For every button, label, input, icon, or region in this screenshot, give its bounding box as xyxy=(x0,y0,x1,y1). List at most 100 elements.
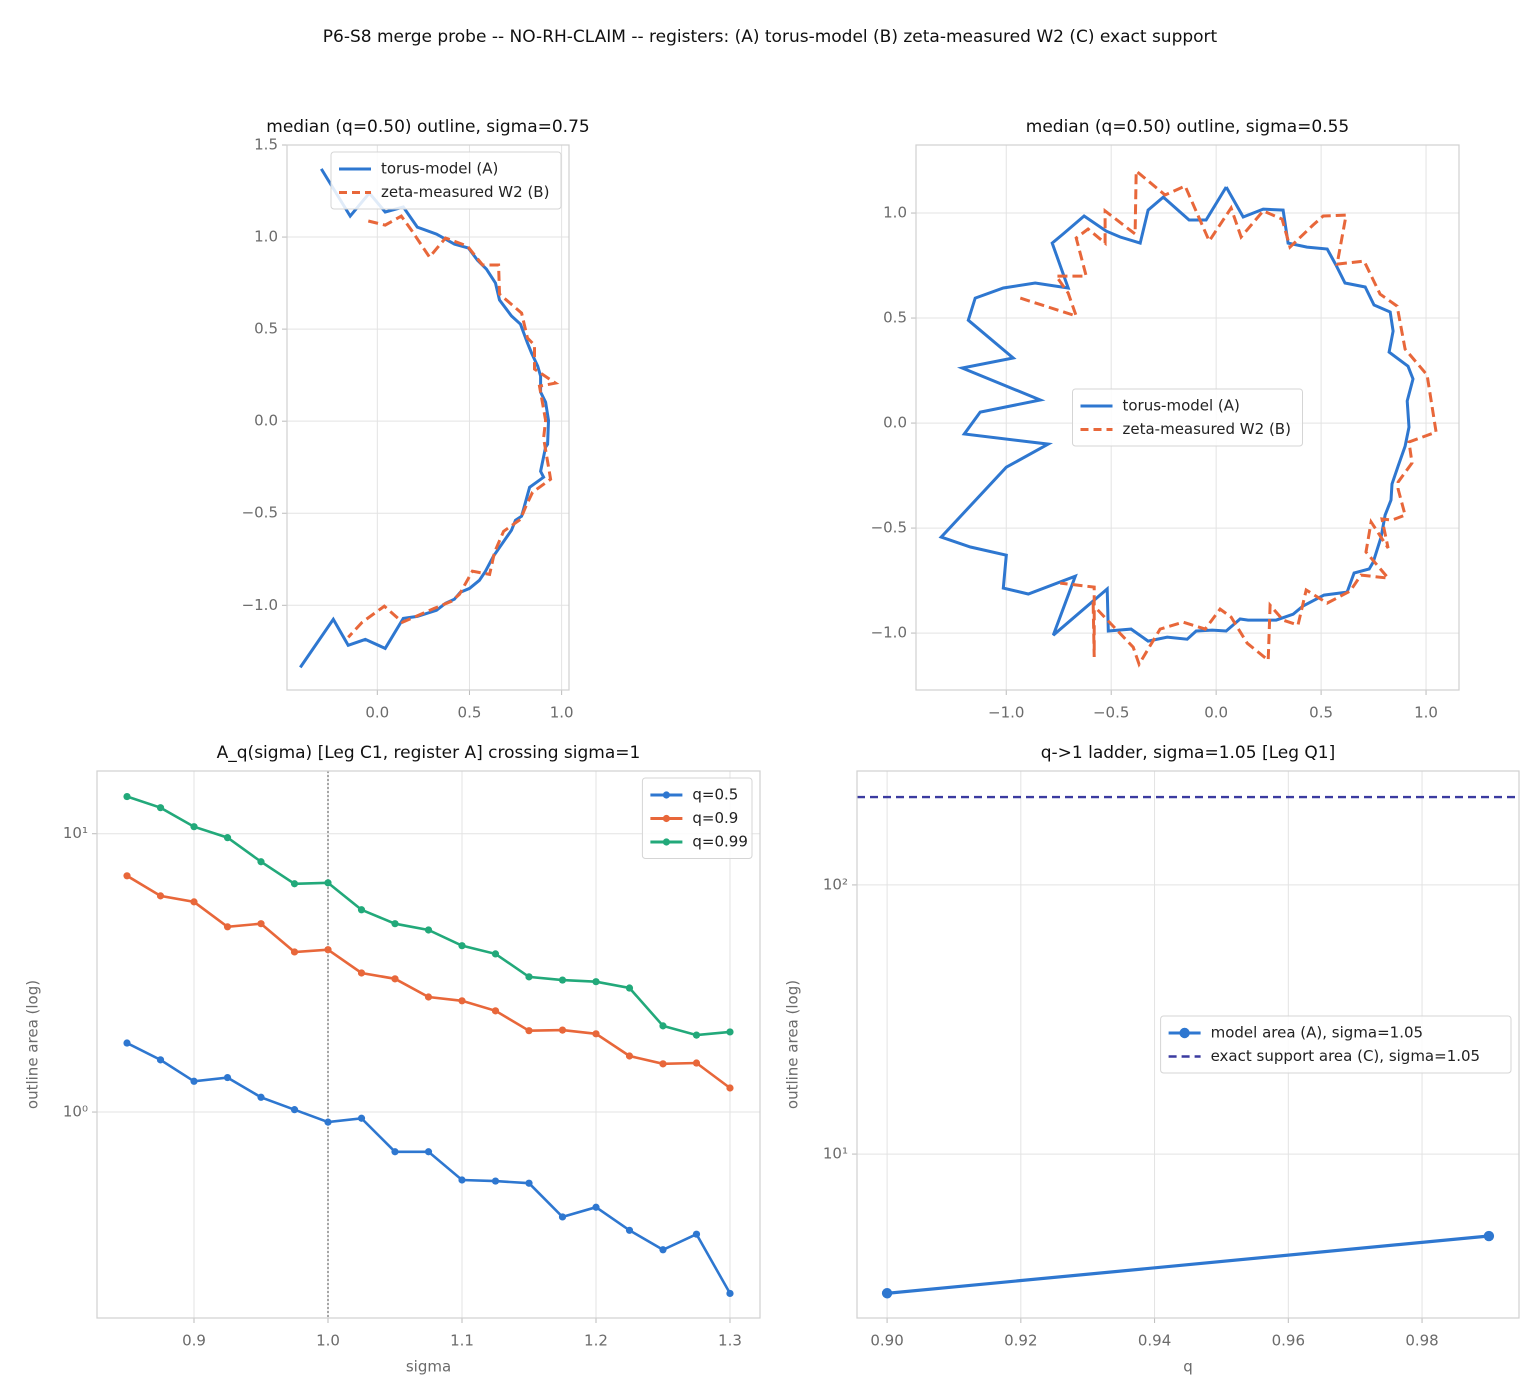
series-marker xyxy=(391,1148,399,1156)
y-tick-label: 10⁰ xyxy=(63,1103,88,1121)
series-marker xyxy=(156,892,165,900)
series-marker xyxy=(458,942,466,950)
series-marker xyxy=(223,923,232,931)
legend-marker xyxy=(662,838,671,846)
series-marker xyxy=(156,1056,165,1064)
series-marker xyxy=(458,997,466,1005)
series-marker xyxy=(491,1007,500,1015)
x-tick-label: 0.98 xyxy=(1405,1332,1438,1350)
series-marker xyxy=(257,858,265,866)
y-tick-label: 0.5 xyxy=(883,309,907,327)
legend-box xyxy=(641,777,753,859)
series-marker xyxy=(625,1226,634,1234)
series-marker xyxy=(357,906,366,914)
plot-area xyxy=(287,145,569,690)
x-tick-label: 1.0 xyxy=(316,1332,340,1350)
x-tick-label: 0.5 xyxy=(458,704,482,722)
y-tick-label: 1.0 xyxy=(883,204,907,222)
series-marker xyxy=(190,823,198,831)
axes-frame xyxy=(286,144,570,691)
figure-title: P6-S8 merge probe -- NO-RH-CLAIM -- regi… xyxy=(323,27,1218,47)
legend-marker xyxy=(662,791,671,799)
subplot: −1.0 −0.5 0.0 0.5 1.0 −1.0 −0.5 0.0 0.5 1.0 median… xyxy=(871,117,1460,722)
series-marker xyxy=(692,1031,701,1039)
y-tick-label: 10¹ xyxy=(63,824,88,842)
x-tick-label: 0.96 xyxy=(1272,1332,1305,1350)
x-tick-label: 0.0 xyxy=(365,704,389,722)
series-marker xyxy=(324,879,332,887)
series-marker xyxy=(123,872,131,880)
series-marker xyxy=(123,792,131,801)
legend-label: torus-model (A) xyxy=(1123,397,1240,415)
x-tick-label: 0.94 xyxy=(1138,1332,1171,1350)
legend-box xyxy=(1160,1015,1512,1074)
legend-box xyxy=(330,151,562,210)
axes-frame xyxy=(96,770,761,1319)
x-tick-label: 1.3 xyxy=(718,1332,742,1350)
legend-label: q=0.5 xyxy=(692,786,738,804)
y-axis-label: outline area (log) xyxy=(784,980,802,1109)
series-marker xyxy=(190,1077,198,1085)
series-marker xyxy=(692,1059,701,1067)
series-marker xyxy=(424,1148,433,1156)
series-marker xyxy=(391,975,399,983)
series-marker xyxy=(491,1177,500,1185)
legend-label: q=0.9 xyxy=(692,809,738,827)
legend-label: zeta-measured W2 (B) xyxy=(1123,420,1291,438)
y-tick-label: 10¹ xyxy=(823,1145,848,1163)
series-marker xyxy=(290,948,299,956)
subplot-title: q->1 ladder, sigma=1.05 [Leg Q1] xyxy=(1041,743,1336,763)
series-marker xyxy=(726,1084,734,1092)
series-marker xyxy=(491,950,500,958)
legend-marker xyxy=(1179,1027,1190,1039)
subplot-title: median (q=0.50) outline, sigma=0.75 xyxy=(266,117,589,137)
series-marker xyxy=(1483,1230,1495,1242)
series-marker xyxy=(290,1106,299,1114)
subplot: 0.90 0.92 0.94 0.96 0.98 10¹ 10² q->1 ladder, s… xyxy=(784,743,1520,1376)
series-marker xyxy=(558,1026,567,1034)
y-tick-label: −0.5 xyxy=(871,519,907,537)
y-tick-label: 1.0 xyxy=(254,228,278,246)
y-axis-label: outline area (log) xyxy=(24,980,42,1109)
axes-frame xyxy=(915,144,1460,691)
series-marker xyxy=(458,1176,466,1184)
x-tick-label: 0.92 xyxy=(1004,1332,1037,1350)
series-marker xyxy=(592,1203,600,1211)
x-tick-label: −0.5 xyxy=(1093,704,1129,722)
x-tick-label: 0.0 xyxy=(1204,704,1228,722)
y-tick-label: −0.5 xyxy=(242,504,278,522)
series-line xyxy=(1019,167,1438,668)
x-axis-label: q xyxy=(1183,1358,1193,1376)
series-marker xyxy=(659,1246,667,1254)
series-marker xyxy=(659,1022,667,1030)
series-marker xyxy=(257,1093,265,1101)
series-marker xyxy=(357,969,366,977)
x-tick-label: 1.0 xyxy=(550,704,574,722)
x-tick-label: −1.0 xyxy=(988,704,1024,722)
axes-frame xyxy=(856,770,1520,1319)
series-marker xyxy=(424,926,433,934)
series-marker xyxy=(659,1060,667,1068)
y-tick-label: −1.0 xyxy=(242,596,278,614)
legend-label: q=0.99 xyxy=(692,833,748,851)
series-marker xyxy=(223,1073,232,1082)
series-marker xyxy=(324,1118,332,1126)
x-tick-label: 0.9 xyxy=(182,1332,206,1350)
series-marker xyxy=(525,973,533,981)
subplot-title: A_q(sigma) [Leg C1, register A] crossing… xyxy=(217,743,641,763)
series-marker xyxy=(357,1114,366,1122)
subplot: 0.9 1.0 1.1 1.2 1.3 10⁰ 10¹ A_q(sigma) [Leg C1,… xyxy=(24,743,761,1376)
x-tick-label: 1.0 xyxy=(1414,704,1438,722)
subplot-title: median (q=0.50) outline, sigma=0.55 xyxy=(1026,117,1349,137)
series-marker xyxy=(625,984,634,992)
legend-label: torus-model (A) xyxy=(381,160,498,178)
series-marker xyxy=(257,920,265,928)
legend-box xyxy=(1072,388,1303,447)
series-marker xyxy=(156,804,165,812)
series-marker xyxy=(525,1027,533,1035)
series-marker xyxy=(324,946,332,954)
x-tick-label: 0.90 xyxy=(870,1332,903,1350)
series-marker xyxy=(290,880,299,888)
x-tick-label: 0.5 xyxy=(1309,704,1333,722)
series-marker xyxy=(592,1030,600,1038)
